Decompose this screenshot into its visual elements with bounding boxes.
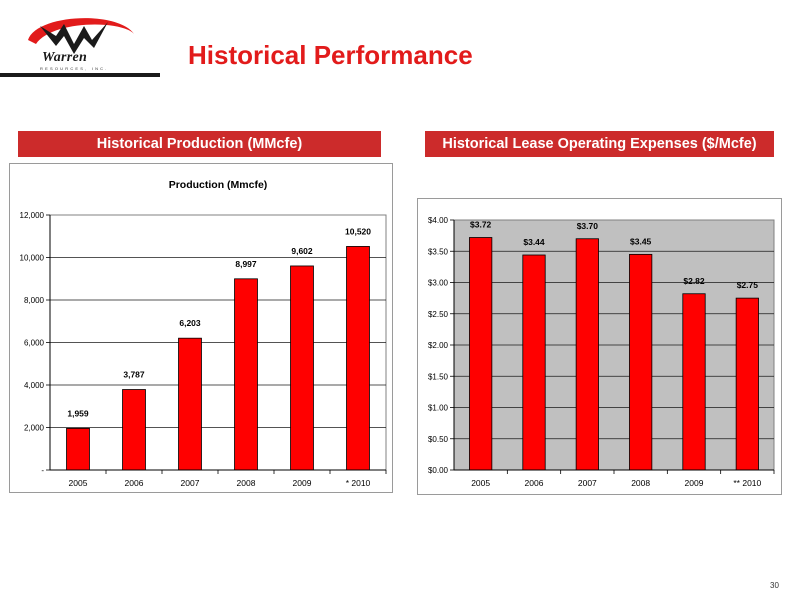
logo-wordmark: Warren xyxy=(42,50,88,65)
y-tick-label: $3.00 xyxy=(428,279,449,288)
y-tick-label: 2,000 xyxy=(24,424,45,433)
bar-2009 xyxy=(290,265,314,471)
bar-2010 xyxy=(735,297,759,471)
y-tick-label: $0.50 xyxy=(428,435,449,444)
logo-underline xyxy=(0,73,160,77)
chart-title: Production (Mmcfe) xyxy=(169,179,268,191)
x-tick-label: * 2010 xyxy=(346,478,371,488)
y-tick-label: 4,000 xyxy=(24,381,45,390)
x-tick-label: 2007 xyxy=(578,478,597,488)
value-label: 10,520 xyxy=(345,226,371,236)
bar-2006 xyxy=(122,389,146,471)
y-tick-label: $3.50 xyxy=(428,247,449,256)
x-tick-label: 2008 xyxy=(631,478,650,488)
x-tick-label: 2005 xyxy=(69,478,88,488)
bar-2007 xyxy=(178,337,202,471)
y-tick-label: - xyxy=(41,466,44,475)
y-tick-label: 10,000 xyxy=(20,254,45,263)
loe-panel-header: Historical Lease Operating Expenses ($/M… xyxy=(425,131,774,157)
y-tick-label: $0.00 xyxy=(428,466,449,475)
bar-2006 xyxy=(522,254,546,471)
value-label: 6,203 xyxy=(179,318,201,328)
value-label: $3.72 xyxy=(470,220,492,230)
page-number: 30 xyxy=(770,581,779,590)
x-tick-label: 2006 xyxy=(125,478,144,488)
logo-subtext: RESOURCES, INC. xyxy=(40,66,109,71)
value-label: 3,787 xyxy=(123,370,145,380)
value-label: 9,602 xyxy=(291,246,313,256)
bar-2005 xyxy=(469,237,493,471)
logo-bird-icon xyxy=(40,22,108,54)
x-tick-label: 2009 xyxy=(685,478,704,488)
value-label: $2.82 xyxy=(683,276,705,286)
x-tick-label: 2009 xyxy=(293,478,312,488)
page-title: Historical Performance xyxy=(188,40,473,70)
y-tick-label: 12,000 xyxy=(20,211,45,220)
x-tick-label: ** 2010 xyxy=(733,478,761,488)
y-tick-label: $2.50 xyxy=(428,310,449,319)
x-tick-label: 2006 xyxy=(525,478,544,488)
value-label: 1,959 xyxy=(67,408,89,418)
production-chart-box: Production (Mmcfe) - 2,000 4,000 6,000 8,000 1… xyxy=(9,163,393,493)
bar-2008 xyxy=(234,278,258,471)
y-tick-label: $1.50 xyxy=(428,372,449,381)
loe-chart-box: $0.00 $0.50 $1.00 $1.50 $2.00 $2.50 $3.00 $3.50… xyxy=(417,198,782,495)
x-tick-label: 2007 xyxy=(181,478,200,488)
production-chart: Production (Mmcfe) - 2,000 4,000 6,000 8,000 1… xyxy=(20,179,387,488)
value-label: $3.70 xyxy=(577,221,599,231)
value-label: $3.44 xyxy=(523,237,545,247)
x-tick-label: 2005 xyxy=(471,478,490,488)
y-tick-label: 6,000 xyxy=(24,339,45,348)
warren-logo xyxy=(28,18,134,54)
y-tick-label: $2.00 xyxy=(428,341,449,350)
bar-2010 xyxy=(346,246,370,471)
y-tick-label: $1.00 xyxy=(428,404,449,413)
value-label: 8,997 xyxy=(235,259,257,269)
loe-chart: $0.00 $0.50 $1.00 $1.50 $2.00 $2.50 $3.00 $3.50… xyxy=(428,216,775,488)
logo-swoosh-icon xyxy=(28,18,134,44)
bar-2009 xyxy=(682,293,706,471)
y-tick-label: $4.00 xyxy=(428,216,449,225)
bar-2005 xyxy=(66,427,90,471)
x-tick-label: 2008 xyxy=(237,478,256,488)
production-panel-header: Historical Production (MMcfe) xyxy=(18,131,381,157)
bar-2007 xyxy=(575,238,599,471)
y-tick-label: 8,000 xyxy=(24,296,45,305)
value-label: $3.45 xyxy=(630,236,652,246)
value-label: $2.75 xyxy=(737,280,759,290)
bar-2008 xyxy=(629,253,653,471)
